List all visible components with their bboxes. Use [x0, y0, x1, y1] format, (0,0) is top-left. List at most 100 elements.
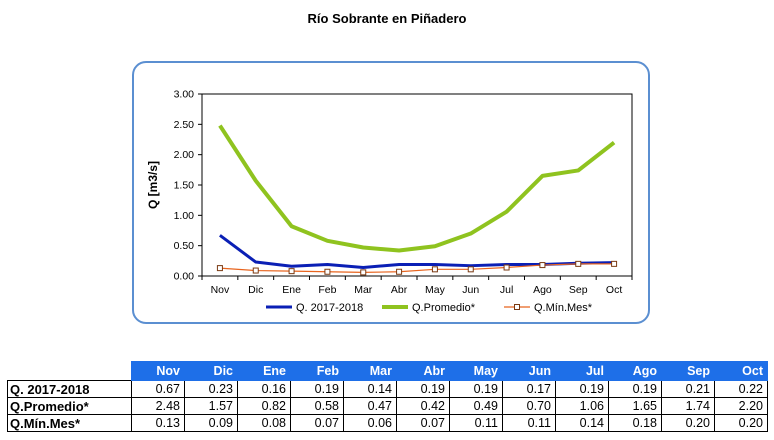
table-cell: 0.23	[184, 380, 238, 398]
table-cell: 0.09	[184, 414, 238, 432]
series-point-2	[396, 268, 403, 275]
table-cell: 0.20	[714, 414, 768, 432]
chart-title: Río Sobrante en Piñadero	[307, 11, 467, 26]
table-row-label: Q.Promedio*	[7, 397, 132, 415]
x-tick-label: Jun	[462, 284, 479, 296]
y-tick-label: 1.50	[174, 180, 195, 192]
legend-label: Q. 2017-2018	[296, 302, 363, 314]
y-tick-label: 1.00	[174, 210, 195, 222]
table-cell: 0.19	[608, 380, 662, 398]
series-point-2	[216, 265, 223, 272]
table-cell: 1.74	[661, 397, 715, 415]
table-cell: 0.49	[449, 397, 503, 415]
table-header-cell: Sep	[661, 361, 715, 381]
y-tick-label: 0.50	[174, 240, 195, 252]
series-point-2	[431, 266, 438, 273]
legend-label: Q.Mín.Mes*	[534, 302, 593, 314]
x-tick-label: Nov	[211, 284, 230, 296]
table-cell: 0.58	[290, 397, 344, 415]
y-axis-label: Q [m3/s]	[146, 161, 160, 209]
table-cell: 1.06	[555, 397, 609, 415]
table-cell: 0.19	[396, 380, 450, 398]
x-tick-label: Jul	[500, 284, 513, 296]
table-cell: 0.16	[237, 380, 291, 398]
series-point-2	[539, 262, 546, 269]
table-cell: 2.48	[131, 397, 185, 415]
table-cell: 0.20	[661, 414, 715, 432]
x-tick-label: Mar	[354, 284, 373, 296]
table-row: Q. 2017-2018 0.67 0.23 0.16 0.19 0.14 0.19 0.19…	[7, 380, 768, 398]
y-tick-label: 3.00	[174, 89, 195, 101]
table-body: Q. 2017-2018 0.67 0.23 0.16 0.19 0.14 0.19 0.19…	[7, 380, 768, 432]
series-point-2	[252, 267, 259, 274]
series-point-2	[324, 268, 331, 275]
table-cell: 0.07	[396, 414, 450, 432]
table-cell: 0.07	[290, 414, 344, 432]
table-cell: 0.17	[502, 380, 556, 398]
table-cell: 0.47	[343, 397, 397, 415]
table-header-cell: May	[449, 361, 503, 381]
series-point-2	[288, 268, 295, 275]
table-cell: 0.18	[608, 414, 662, 432]
x-tick-label: Abr	[391, 284, 408, 296]
series-point-2	[503, 264, 510, 271]
table-header-cell: Ago	[608, 361, 662, 381]
table-header-cell: Feb	[290, 361, 344, 381]
series-point-2	[467, 266, 474, 273]
line-chart: 0.00 0.50 1.00 1.50 2.00 2.50 3.00 Nov Dic Ene Feb…	[146, 89, 633, 314]
table-cell: 0.14	[343, 380, 397, 398]
table-cell: 0.13	[131, 414, 185, 432]
table-cell: 0.11	[449, 414, 503, 432]
table-cell: 0.06	[343, 414, 397, 432]
legend-label: Q.Promedio*	[412, 302, 476, 314]
table-row-label: Q. 2017-2018	[7, 380, 132, 398]
table-cell: 0.21	[661, 380, 715, 398]
table-cell: 1.57	[184, 397, 238, 415]
series-point-2	[360, 269, 367, 276]
x-tick-label: Oct	[606, 284, 622, 296]
series-line-0	[219, 234, 615, 270]
table-row: Q.Mín.Mes* 0.13 0.09 0.08 0.07 0.06 0.07 0.11 0.…	[7, 414, 768, 432]
series-point-2	[611, 260, 618, 267]
table-corner	[7, 361, 132, 381]
table-cell: 0.14	[555, 414, 609, 432]
table-header-cell: Oct	[714, 361, 768, 381]
table-cell: 0.19	[449, 380, 503, 398]
table-cell: 0.82	[237, 397, 291, 415]
x-tick-label: May	[425, 284, 446, 296]
x-tick-label: Dic	[248, 284, 263, 296]
table-cell: 0.11	[502, 414, 556, 432]
y-tick-label: 2.50	[174, 119, 195, 131]
table-cell: 1.65	[608, 397, 662, 415]
series-line-1	[218, 124, 616, 253]
table-header-cell: Jun	[502, 361, 556, 381]
table-header-cell: Mar	[343, 361, 397, 381]
table-row: Q.Promedio* 2.48 1.57 0.82 0.58 0.47 0.42 0.49 0…	[7, 397, 768, 415]
plot-area	[201, 93, 633, 277]
legend-marker	[514, 304, 520, 310]
table-cell: 0.67	[131, 380, 185, 398]
table-cell: 0.19	[290, 380, 344, 398]
table-cell: 0.70	[502, 397, 556, 415]
series-point-2	[575, 260, 582, 267]
table-header-cell: Jul	[555, 361, 609, 381]
x-tick-label: Feb	[318, 284, 336, 296]
table-row-label: Q.Mín.Mes*	[7, 414, 132, 432]
table-header-cell: Nov	[131, 361, 185, 381]
y-tick-label: 2.00	[174, 149, 195, 161]
table-cell: 0.19	[555, 380, 609, 398]
table-header-row: Nov Dic Ene Feb Mar Abr May Jun Jul Ago Sep Oct	[7, 361, 768, 381]
x-tick-label: Ago	[533, 284, 552, 296]
table-cell: 2.20	[714, 397, 768, 415]
table-cell: 0.42	[396, 397, 450, 415]
y-tick-label: 0.00	[174, 271, 195, 283]
x-tick-label: Sep	[569, 284, 588, 296]
table-header-cell: Abr	[396, 361, 450, 381]
chart-frame: 0.00 0.50 1.00 1.50 2.00 2.50 3.00 Nov Dic Ene Feb…	[132, 61, 650, 324]
table-cell: 0.22	[714, 380, 768, 398]
table-header-cell: Dic	[184, 361, 238, 381]
data-table: Nov Dic Ene Feb Mar Abr May Jun Jul Ago Sep Oct Q. …	[7, 361, 768, 432]
x-tick-label: Ene	[282, 284, 301, 296]
table-cell: 0.08	[237, 414, 291, 432]
series-line-2	[219, 263, 615, 273]
